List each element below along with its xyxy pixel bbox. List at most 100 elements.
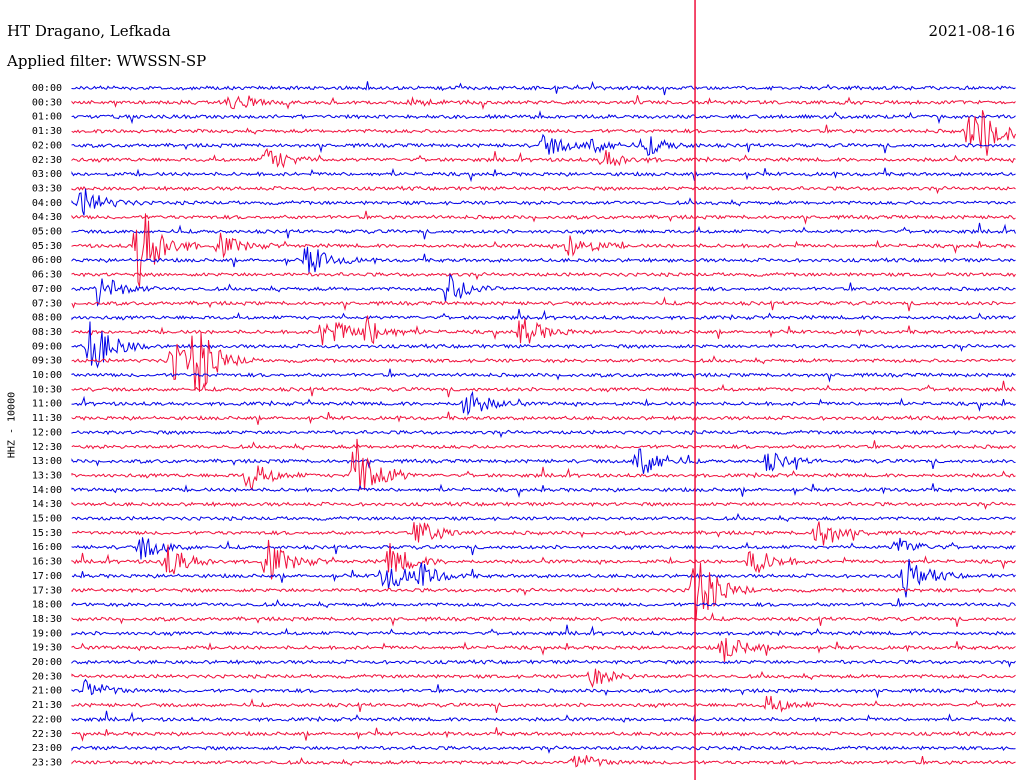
filter-label: Applied filter: WWSSN-SP xyxy=(7,52,207,70)
trace-line xyxy=(71,308,1016,321)
time-label: 02:00 xyxy=(32,140,62,151)
trace-line xyxy=(71,562,1016,622)
trace-line xyxy=(71,611,1016,627)
trace-line xyxy=(71,188,1016,216)
trace-line xyxy=(71,448,1016,474)
time-label: 09:30 xyxy=(32,356,62,367)
time-label: 20:30 xyxy=(32,671,62,682)
trace-line xyxy=(71,429,1016,439)
time-label: 09:00 xyxy=(32,341,62,352)
time-label: 12:00 xyxy=(32,427,62,438)
trace-line xyxy=(71,659,1016,668)
time-label: 21:30 xyxy=(32,700,62,711)
trace-line xyxy=(71,440,1016,451)
trace-line xyxy=(71,537,1016,560)
time-label: 15:00 xyxy=(32,514,62,525)
time-label: 22:30 xyxy=(32,729,62,740)
trace-line xyxy=(71,695,1016,714)
trace-line xyxy=(71,95,1016,111)
time-label: 07:30 xyxy=(32,298,62,309)
trace-line xyxy=(71,185,1016,195)
time-label: 05:30 xyxy=(32,241,62,252)
time-label: 22:00 xyxy=(32,714,62,725)
trace-line xyxy=(71,167,1016,183)
trace-line xyxy=(71,368,1016,383)
time-label: 19:30 xyxy=(32,643,62,654)
trace-line xyxy=(72,521,1016,546)
trace-line xyxy=(71,110,1016,125)
date-label: 2021-08-16 xyxy=(928,22,1015,40)
time-label: 17:00 xyxy=(32,571,62,582)
trace-line xyxy=(71,678,1016,699)
trace-line xyxy=(71,271,1016,281)
time-label: 05:00 xyxy=(32,227,62,238)
trace-line xyxy=(71,321,1016,369)
time-label: 08:00 xyxy=(32,313,62,324)
trace-line xyxy=(71,637,1016,662)
time-label: 16:00 xyxy=(32,542,62,553)
time-label: 07:00 xyxy=(32,284,62,295)
time-label: 19:00 xyxy=(32,628,62,639)
time-label: 23:00 xyxy=(32,743,62,754)
trace-line xyxy=(71,273,1016,307)
trace-line xyxy=(71,213,1016,287)
time-labels-group: 00:00 00:30 01:00 01:30 02:00 02:30 03:00 03:30… xyxy=(32,83,62,768)
trace-line xyxy=(71,380,1016,398)
time-label: 13:30 xyxy=(32,470,62,481)
time-label: 13:00 xyxy=(32,456,62,467)
trace-line xyxy=(71,598,1016,609)
trace-line xyxy=(71,315,1016,346)
trace-line xyxy=(71,710,1016,723)
time-label: 00:00 xyxy=(32,83,62,94)
trace-line xyxy=(71,624,1016,637)
time-label: 04:00 xyxy=(32,198,62,209)
trace-line xyxy=(71,501,1016,510)
time-label: 01:30 xyxy=(32,126,62,137)
trace-line xyxy=(71,512,1016,523)
trace-line xyxy=(71,148,1016,169)
traces-group xyxy=(71,80,1016,768)
trace-line xyxy=(71,668,1016,689)
trace-line xyxy=(71,332,1016,392)
trace-line xyxy=(71,296,1016,312)
time-label: 21:00 xyxy=(32,686,62,697)
time-label: 10:30 xyxy=(32,384,62,395)
trace-line xyxy=(71,246,1016,274)
trace-line xyxy=(71,390,1016,416)
time-label: 00:30 xyxy=(32,97,62,108)
time-label: 03:00 xyxy=(32,169,62,180)
time-label: 06:00 xyxy=(32,255,62,266)
time-label: 17:30 xyxy=(32,585,62,596)
trace-line xyxy=(71,727,1016,742)
time-label: 02:30 xyxy=(32,155,62,166)
trace-line xyxy=(71,222,1016,240)
trace-line xyxy=(71,745,1016,754)
time-label: 18:00 xyxy=(32,600,62,611)
time-label: 14:30 xyxy=(32,499,62,510)
time-label: 10:00 xyxy=(32,370,62,381)
trace-line xyxy=(71,80,1016,96)
trace-line xyxy=(71,483,1016,498)
time-label: 06:30 xyxy=(32,270,62,281)
trace-line xyxy=(71,133,1016,157)
time-label: 23:30 xyxy=(32,757,62,768)
trace-line xyxy=(71,558,1016,598)
time-label: 01:00 xyxy=(32,112,62,123)
time-label: 15:30 xyxy=(32,528,62,539)
trace-line xyxy=(71,411,1016,425)
time-label: 04:30 xyxy=(32,212,62,223)
time-label: 11:30 xyxy=(32,413,62,424)
station-title: HT Dragano, Lefkada xyxy=(7,22,171,40)
time-label: 16:30 xyxy=(32,557,62,568)
time-label: 12:30 xyxy=(32,442,62,453)
time-label: 03:30 xyxy=(32,183,62,194)
time-label: 11:00 xyxy=(32,399,62,410)
trace-line xyxy=(71,539,1016,580)
trace-line xyxy=(71,755,1016,768)
trace-line xyxy=(71,438,1016,492)
trace-line xyxy=(71,210,1016,225)
time-label: 18:30 xyxy=(32,614,62,625)
time-label: 14:00 xyxy=(32,485,62,496)
time-label: 20:00 xyxy=(32,657,62,668)
